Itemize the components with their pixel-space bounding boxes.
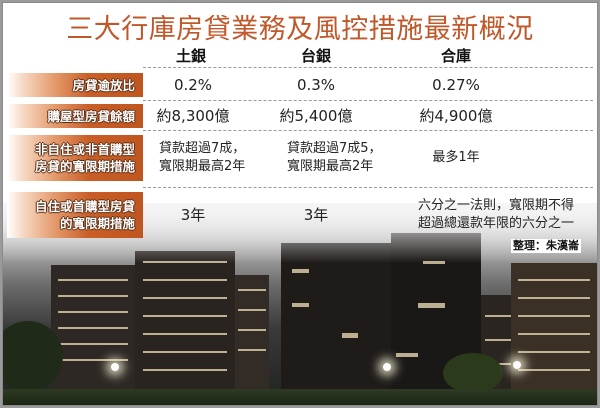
cell-text: 最多1年 (432, 150, 480, 165)
credit-label: 整理：朱漢崙 (511, 239, 581, 253)
label-text: 非自住或非首購型 (34, 142, 135, 157)
cell-land-bank-npl: 0.2% (143, 73, 243, 97)
cell-land-bank-owner: 3年 (143, 192, 243, 238)
building (135, 251, 235, 395)
cell-text: 約8,300億 (156, 107, 230, 125)
row-label-mortgage-balance: 購屋型房貸餘額 (7, 104, 143, 128)
building (281, 243, 391, 395)
cell-land-bank-balance: 約8,300億 (143, 104, 243, 128)
cell-tcb-npl: 0.27% (406, 73, 506, 97)
cell-text: 3年 (303, 206, 329, 224)
cell-text: 超過總還款年限的六分之一 (417, 216, 574, 231)
row-separator (143, 67, 593, 68)
column-header-bank-of-taiwan: 台銀 (300, 47, 331, 65)
column-header-taiwan-cooperative: 合庫 (440, 47, 471, 65)
street-lamp (383, 363, 391, 371)
building (51, 265, 135, 395)
cell-land-bank-non-owner: 貸款超過7成， 寬限期最高2年 (159, 135, 269, 181)
ground (3, 389, 597, 405)
row-separator (143, 187, 593, 188)
cell-text: 0.2% (173, 76, 213, 94)
label-text: 購屋型房貸餘額 (47, 108, 135, 124)
cell-tcb-non-owner: 最多1年 (406, 135, 506, 181)
row-separator (143, 130, 593, 131)
infographic-title: 三大行庫房貸業務及風控措施最新概況 (66, 14, 534, 45)
label-text: 自住或首購型房貸 (34, 199, 135, 214)
cell-bot-owner: 3年 (266, 192, 366, 238)
cell-tcb-balance: 約4,900億 (406, 104, 506, 128)
cell-bot-balance: 約5,400億 (266, 104, 366, 128)
row-separator (143, 100, 593, 101)
street-lamp (513, 361, 521, 369)
cell-text: 3年 (180, 206, 206, 224)
cell-text: 0.3% (296, 76, 336, 94)
cell-text: 約5,400億 (279, 107, 353, 125)
cell-text: 寬限期最高2年 (287, 159, 374, 174)
tree (3, 321, 63, 391)
row-label-owner-grace: 自住或首購型房貸 的寬限期措施 (7, 192, 143, 238)
row-label-non-owner-grace: 非自住或非首購型 房貸的寬限期措施 (7, 135, 143, 181)
cell-text: 0.27% (432, 76, 480, 94)
label-text: 房貸的寬限期措施 (34, 159, 135, 174)
cell-text: 寬限期最高2年 (159, 159, 246, 174)
cell-bot-npl: 0.3% (266, 73, 366, 97)
column-header-land-bank: 土銀 (175, 47, 206, 65)
row-label-npl-ratio: 房貸逾放比 (7, 73, 143, 97)
tree (443, 353, 503, 393)
cell-text: 貸款超過7成， (159, 141, 246, 156)
street-lamp (111, 363, 119, 371)
buildings-night-photo (3, 203, 597, 405)
label-text: 的寬限期措施 (59, 216, 135, 231)
cell-text: 約4,900億 (419, 107, 493, 125)
cell-tcb-owner: 六分之一法則，寬限期不得 超過總還款年限的六分之一 (396, 192, 596, 238)
building (511, 263, 597, 395)
cell-text: 六分之一法則，寬限期不得 (417, 198, 574, 213)
cell-bot-non-owner: 貸款超過7成5， 寬限期最高2年 (287, 135, 397, 181)
label-text: 房貸逾放比 (72, 77, 135, 93)
building (235, 275, 269, 395)
cell-text: 貸款超過7成5， (287, 141, 382, 156)
